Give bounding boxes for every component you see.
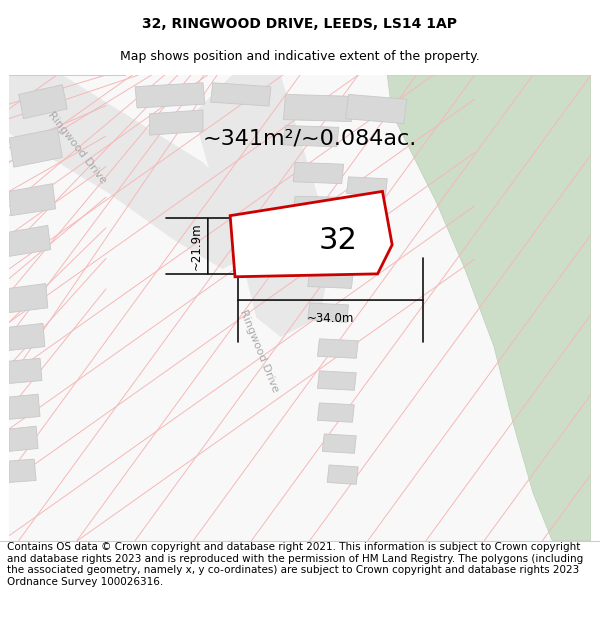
Polygon shape: [9, 459, 36, 482]
Polygon shape: [9, 75, 261, 269]
Polygon shape: [9, 394, 40, 419]
Polygon shape: [193, 75, 329, 337]
Polygon shape: [317, 371, 356, 390]
Text: ~341m²/~0.084ac.: ~341m²/~0.084ac.: [203, 128, 417, 148]
Polygon shape: [284, 126, 339, 147]
Polygon shape: [9, 284, 48, 312]
Polygon shape: [308, 269, 353, 288]
Text: Map shows position and indicative extent of the property.: Map shows position and indicative extent…: [120, 50, 480, 62]
Text: ~21.9m: ~21.9m: [190, 222, 203, 270]
Polygon shape: [230, 191, 392, 277]
Text: Contains OS data © Crown copyright and database right 2021. This information is : Contains OS data © Crown copyright and d…: [7, 542, 583, 587]
Polygon shape: [135, 82, 205, 108]
Polygon shape: [293, 162, 344, 184]
Polygon shape: [9, 226, 50, 256]
Text: 32: 32: [319, 226, 358, 255]
Polygon shape: [308, 303, 349, 322]
Polygon shape: [293, 196, 339, 214]
Polygon shape: [9, 323, 45, 351]
Polygon shape: [346, 94, 407, 124]
Polygon shape: [9, 128, 62, 167]
Text: 32, RINGWOOD DRIVE, LEEDS, LS14 1AP: 32, RINGWOOD DRIVE, LEEDS, LS14 1AP: [143, 17, 458, 31]
Polygon shape: [149, 110, 203, 135]
Polygon shape: [284, 94, 353, 121]
Text: Ringwood Drive: Ringwood Drive: [46, 110, 108, 186]
Text: Ringwood Drive: Ringwood Drive: [238, 309, 280, 394]
Polygon shape: [9, 358, 42, 384]
Polygon shape: [347, 177, 388, 196]
Text: ~34.0m: ~34.0m: [307, 312, 354, 325]
Polygon shape: [9, 426, 38, 451]
Polygon shape: [308, 235, 358, 256]
Polygon shape: [317, 403, 355, 422]
Polygon shape: [19, 85, 67, 119]
Polygon shape: [317, 339, 358, 358]
Polygon shape: [9, 184, 56, 216]
Polygon shape: [327, 465, 358, 484]
Polygon shape: [388, 75, 591, 541]
Polygon shape: [322, 434, 356, 453]
Polygon shape: [211, 82, 271, 106]
